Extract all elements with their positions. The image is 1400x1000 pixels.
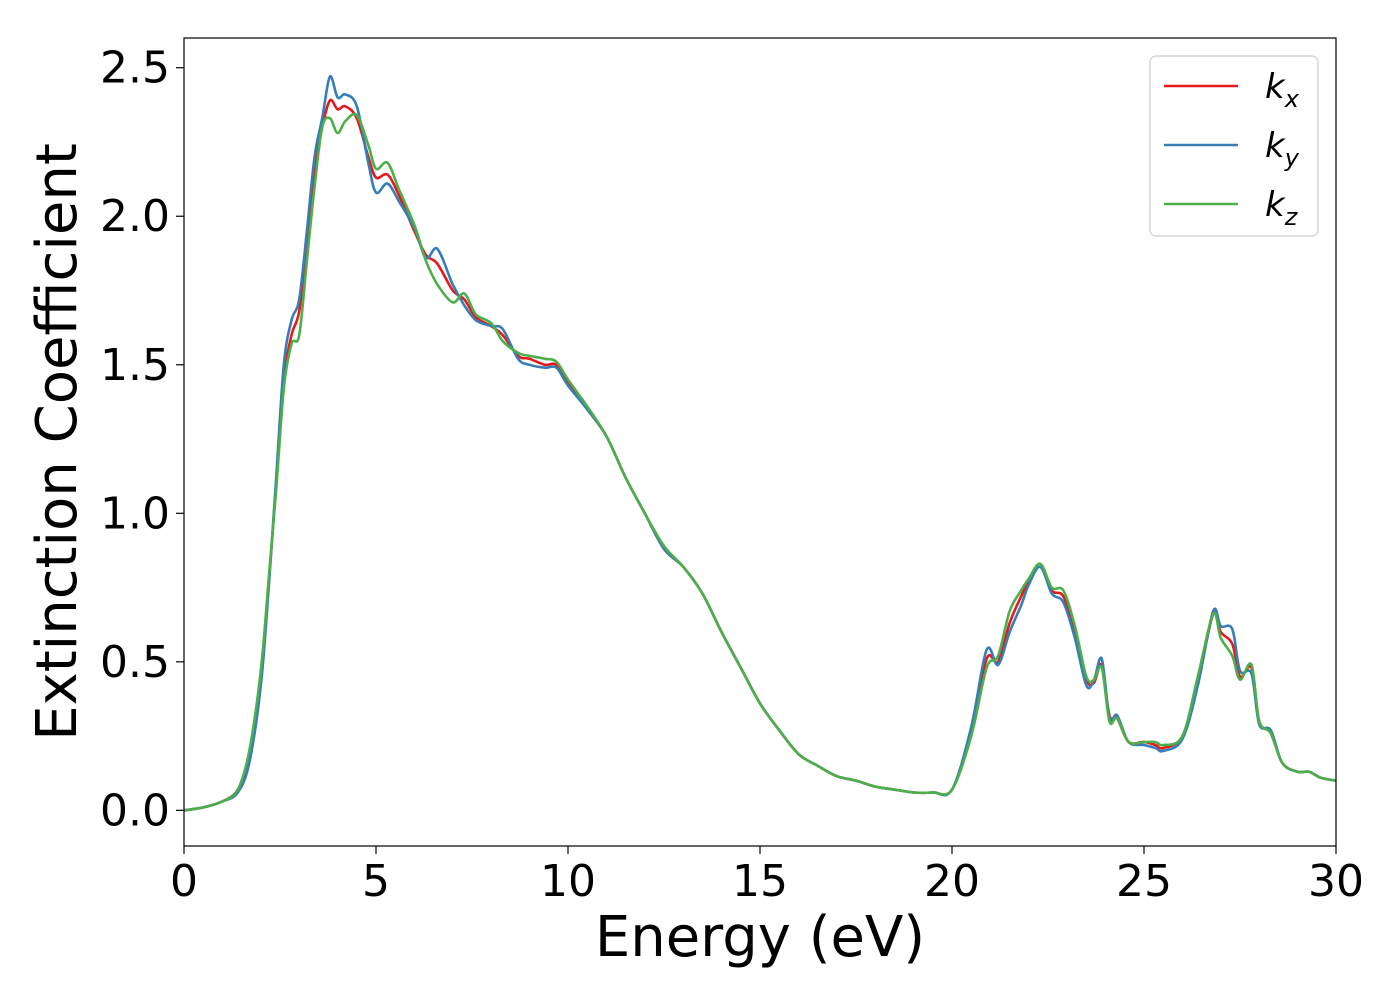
y-tick-label: 2.0 (100, 191, 170, 242)
y-axis-ticks: 0.0 0.5 1.0 1.5 2.0 2.5 (100, 43, 184, 836)
x-axis-ticks: 0 5 10 15 20 25 30 (170, 846, 1364, 907)
y-tick-label: 1.0 (100, 488, 170, 539)
x-tick-label: 0 (170, 856, 198, 907)
plot-frame (183, 37, 1337, 847)
x-tick-label: 10 (540, 856, 596, 907)
legend-label-subscript: z (1284, 203, 1299, 231)
y-tick-label: 0.5 (100, 637, 170, 688)
legend-label-base: k (1265, 185, 1286, 225)
legend-label-subscript: y (1284, 144, 1300, 172)
x-tick-label: 30 (1308, 856, 1364, 907)
x-tick-label: 25 (1116, 856, 1172, 907)
y-tick-label: 2.5 (100, 43, 170, 94)
legend-label-kx: kx (1265, 67, 1300, 113)
y-tick-label: 1.5 (100, 340, 170, 391)
series-lines (183, 75, 1337, 812)
x-tick-label: 15 (732, 856, 788, 907)
legend-label-subscript: x (1284, 85, 1300, 113)
series-line-kz (183, 112, 1337, 812)
x-tick-label: 20 (924, 856, 980, 907)
legend-label-kz: kz (1265, 185, 1299, 231)
x-axis-title: Energy (eV) (595, 905, 925, 970)
y-tick-label: 0.0 (100, 785, 170, 836)
legend-label-base: k (1265, 67, 1286, 107)
legend-label-base: k (1265, 126, 1286, 166)
x-tick-label: 5 (362, 856, 390, 907)
legend-label-ky: ky (1265, 126, 1300, 172)
y-axis-title: Extinction Coefficient (25, 143, 90, 741)
